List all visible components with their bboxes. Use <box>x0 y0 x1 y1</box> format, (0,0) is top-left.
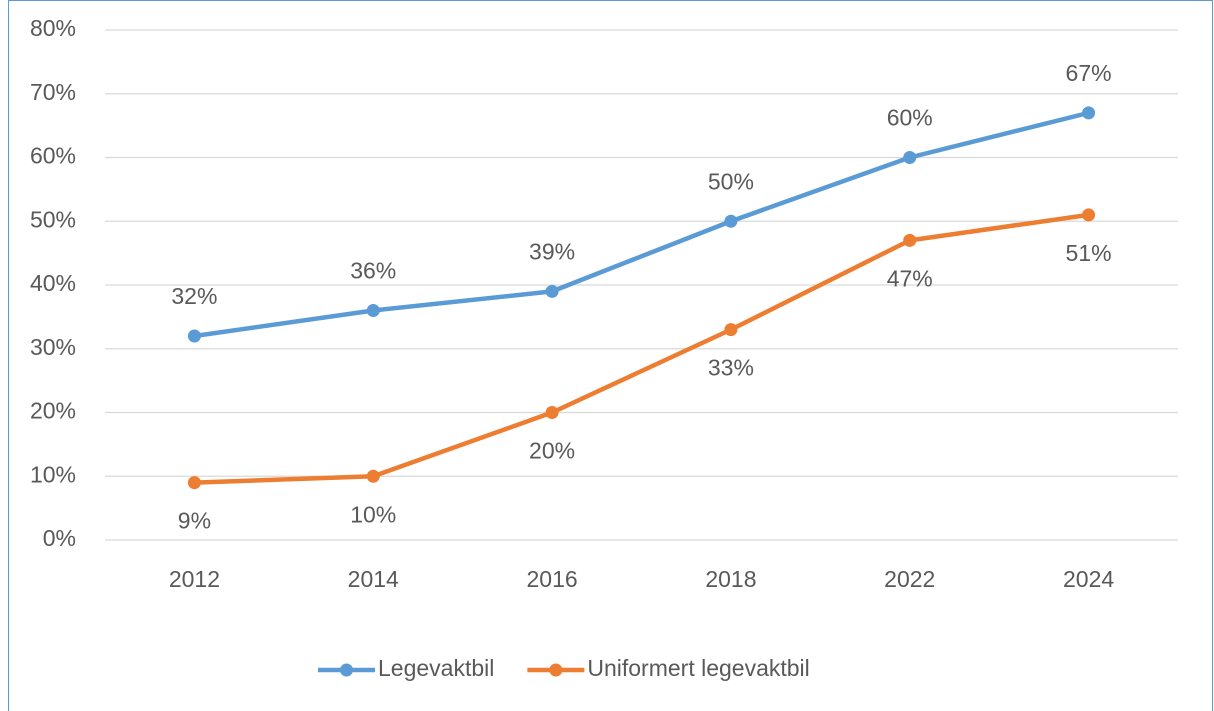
x-tick-label: 2018 <box>705 566 756 592</box>
data-point <box>903 233 917 247</box>
x-tick-label: 2022 <box>884 566 935 592</box>
data-point <box>724 214 738 228</box>
data-point <box>545 406 559 419</box>
data-point <box>187 329 201 343</box>
data-label: 67% <box>1066 60 1112 86</box>
data-point <box>366 304 380 317</box>
y-tick-label: 10% <box>30 461 76 487</box>
data-point <box>724 323 738 337</box>
y-tick-label: 60% <box>30 143 76 169</box>
data-point <box>187 476 201 490</box>
data-point <box>366 469 380 483</box>
data-label: 60% <box>887 105 933 131</box>
data-label: 9% <box>178 508 211 534</box>
data-point <box>1082 208 1096 222</box>
data-label: 10% <box>350 501 396 527</box>
chart-border <box>8 0 1213 711</box>
y-tick-label: 40% <box>30 270 76 296</box>
x-tick-label: 2012 <box>169 566 220 592</box>
legend-marker <box>549 663 563 677</box>
data-label: 20% <box>529 438 575 464</box>
y-tick-label: 0% <box>43 525 76 551</box>
y-tick-label: 70% <box>30 79 76 105</box>
y-tick-label: 30% <box>30 334 76 360</box>
y-tick-label: 50% <box>30 206 76 232</box>
data-point <box>903 151 917 164</box>
data-label: 32% <box>171 283 217 309</box>
data-label: 39% <box>529 238 575 264</box>
series-line <box>194 212 1089 485</box>
x-tick-label: 2014 <box>348 566 399 592</box>
data-label: 50% <box>708 168 754 194</box>
data-label: 33% <box>708 355 754 381</box>
data-label: 51% <box>1066 240 1112 266</box>
x-tick-label: 2016 <box>526 566 577 592</box>
y-tick-label: 80% <box>30 15 76 41</box>
series-line <box>194 110 1090 339</box>
data-label: 36% <box>350 258 396 284</box>
data-point <box>545 284 559 298</box>
legend-label: Uniformert legevaktbil <box>587 655 809 681</box>
legend-label: Legevaktbil <box>378 655 494 681</box>
legend-marker <box>340 663 353 677</box>
x-tick-label: 2024 <box>1063 566 1114 592</box>
data-point <box>1082 106 1096 120</box>
y-tick-label: 20% <box>30 398 76 424</box>
data-label: 47% <box>887 265 933 291</box>
